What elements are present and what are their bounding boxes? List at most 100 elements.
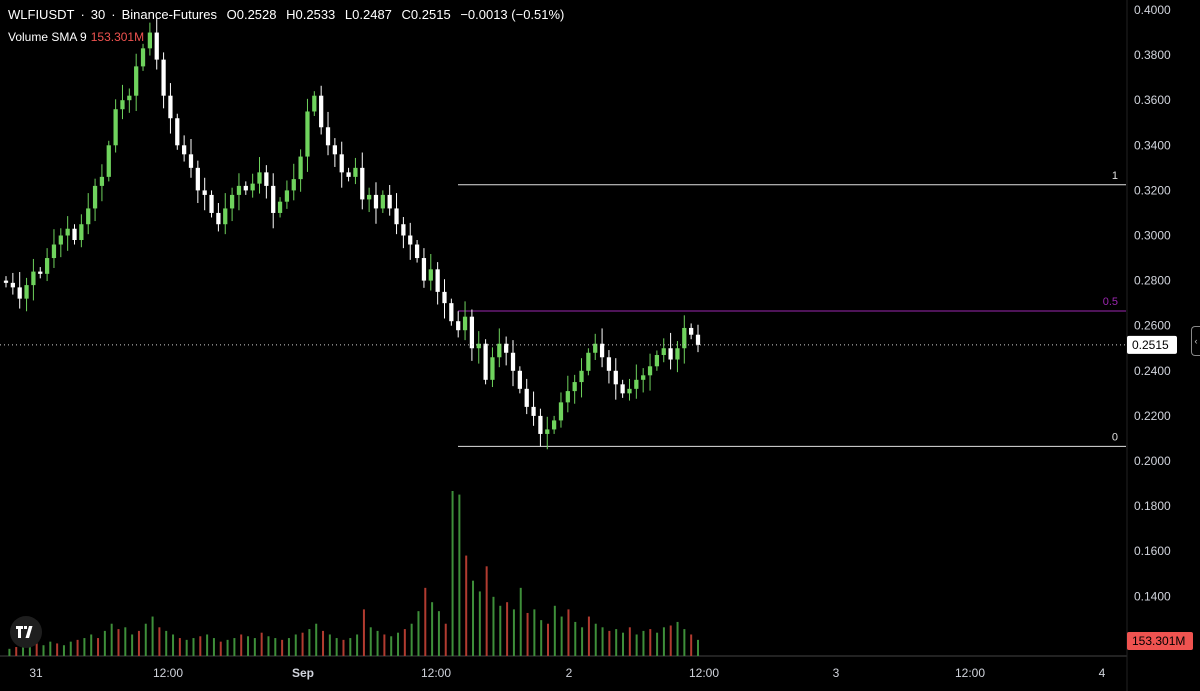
candle-body <box>51 244 57 259</box>
volume-bar <box>512 609 515 656</box>
candle-body <box>394 208 399 225</box>
symbol-name[interactable]: WLFIUSDT <box>8 7 75 22</box>
candle-body <box>414 244 420 259</box>
volume-bar <box>390 636 393 656</box>
candle-body <box>517 370 522 389</box>
candle-body <box>271 185 276 213</box>
candle-body <box>462 316 468 331</box>
interval[interactable]: 30 <box>90 7 106 22</box>
volume-bar <box>642 630 645 656</box>
candle-body <box>360 167 365 200</box>
candle-body <box>319 95 324 128</box>
volume-bar <box>676 621 679 656</box>
candle-body <box>3 280 9 283</box>
volume-bar <box>451 491 454 656</box>
volume-bar <box>206 634 209 656</box>
candle-body <box>476 343 481 349</box>
volume-bar <box>322 630 325 656</box>
candle-body <box>599 343 605 358</box>
volume-bar <box>519 587 522 656</box>
volume-bar <box>199 636 202 656</box>
candle-body <box>620 384 625 394</box>
volume-bar <box>349 638 352 656</box>
candle-body <box>565 391 570 403</box>
volume-value-label: 153.301M <box>1132 634 1185 648</box>
y-tick-label: 0.3000 <box>1134 229 1171 243</box>
candle-body <box>312 95 317 112</box>
candle-body <box>38 271 43 274</box>
volume-bar <box>635 634 638 656</box>
volume-bar <box>103 630 106 656</box>
volume-bar <box>158 627 161 656</box>
volume-bar <box>192 638 195 656</box>
candle-body <box>86 208 91 225</box>
candle-body <box>593 343 598 353</box>
candle-body <box>380 194 385 209</box>
volume-bar <box>356 634 359 656</box>
candle-body <box>168 95 173 119</box>
x-tick-label: 12:00 <box>955 666 985 680</box>
candle-body <box>490 357 495 380</box>
volume-bar <box>315 623 318 656</box>
volume-bar <box>287 638 290 656</box>
volume-indicator-legend[interactable]: Volume SMA 9 153.301M <box>8 30 144 44</box>
volume-bar <box>335 638 338 656</box>
volume-bar <box>165 630 168 656</box>
volume-bar <box>683 629 686 656</box>
candle-body <box>586 352 591 371</box>
volume-bar <box>424 587 427 656</box>
volume-bar <box>97 638 100 656</box>
volume-bar <box>499 605 502 656</box>
volume-bar <box>76 639 79 656</box>
x-tick-label: 2 <box>566 666 573 680</box>
volume-bar <box>403 629 406 656</box>
candle-body <box>538 415 543 434</box>
candle-body <box>627 388 632 394</box>
candle-body <box>551 420 557 430</box>
candle-body <box>223 208 228 225</box>
volume-bar <box>42 645 45 656</box>
volume-bar <box>212 638 215 656</box>
candle-body <box>79 224 84 241</box>
candle-body <box>387 194 392 209</box>
volume-bar <box>274 638 277 656</box>
candle-body <box>298 156 303 180</box>
volume-bar <box>8 648 11 656</box>
candle-body <box>442 291 447 304</box>
collapse-scale-icon[interactable]: ‹ <box>1191 326 1200 356</box>
y-tick-label: 0.1800 <box>1134 499 1171 513</box>
volume-bar <box>506 602 509 656</box>
ohlc-change: −0.0013 (−0.51%) <box>460 7 565 22</box>
volume-bar <box>294 634 297 656</box>
volume-bar <box>219 641 222 656</box>
volume-bar <box>124 627 127 656</box>
candle-body <box>305 111 310 157</box>
volume-bar <box>253 638 256 656</box>
volume-bar <box>472 580 475 656</box>
y-tick-label: 0.3600 <box>1134 93 1171 107</box>
last-price-label: 0.2515 <box>1132 338 1169 352</box>
volume-bar <box>581 627 584 656</box>
tradingview-logo-icon[interactable] <box>10 616 42 648</box>
y-tick-label: 0.1400 <box>1134 589 1171 603</box>
volume-bar <box>362 609 365 656</box>
volume-bar <box>90 634 93 656</box>
x-tick-label: 4 <box>1099 666 1106 680</box>
y-tick-label: 0.4000 <box>1134 3 1171 17</box>
candle-body <box>161 59 166 96</box>
fib-level-label: 0.5 <box>1103 296 1118 308</box>
candle-body <box>134 66 139 96</box>
candle-body <box>140 48 146 67</box>
candle-body <box>641 375 646 380</box>
candle-body <box>72 228 77 241</box>
volume-bar <box>172 634 175 656</box>
volume-bar <box>417 611 420 656</box>
volume-bar <box>458 494 461 656</box>
candle-body <box>120 100 125 110</box>
candle-body <box>339 154 344 173</box>
volume-bar <box>553 605 556 656</box>
volume-bar <box>615 629 618 656</box>
volume-bar <box>117 629 120 656</box>
x-tick-label: 12:00 <box>421 666 451 680</box>
